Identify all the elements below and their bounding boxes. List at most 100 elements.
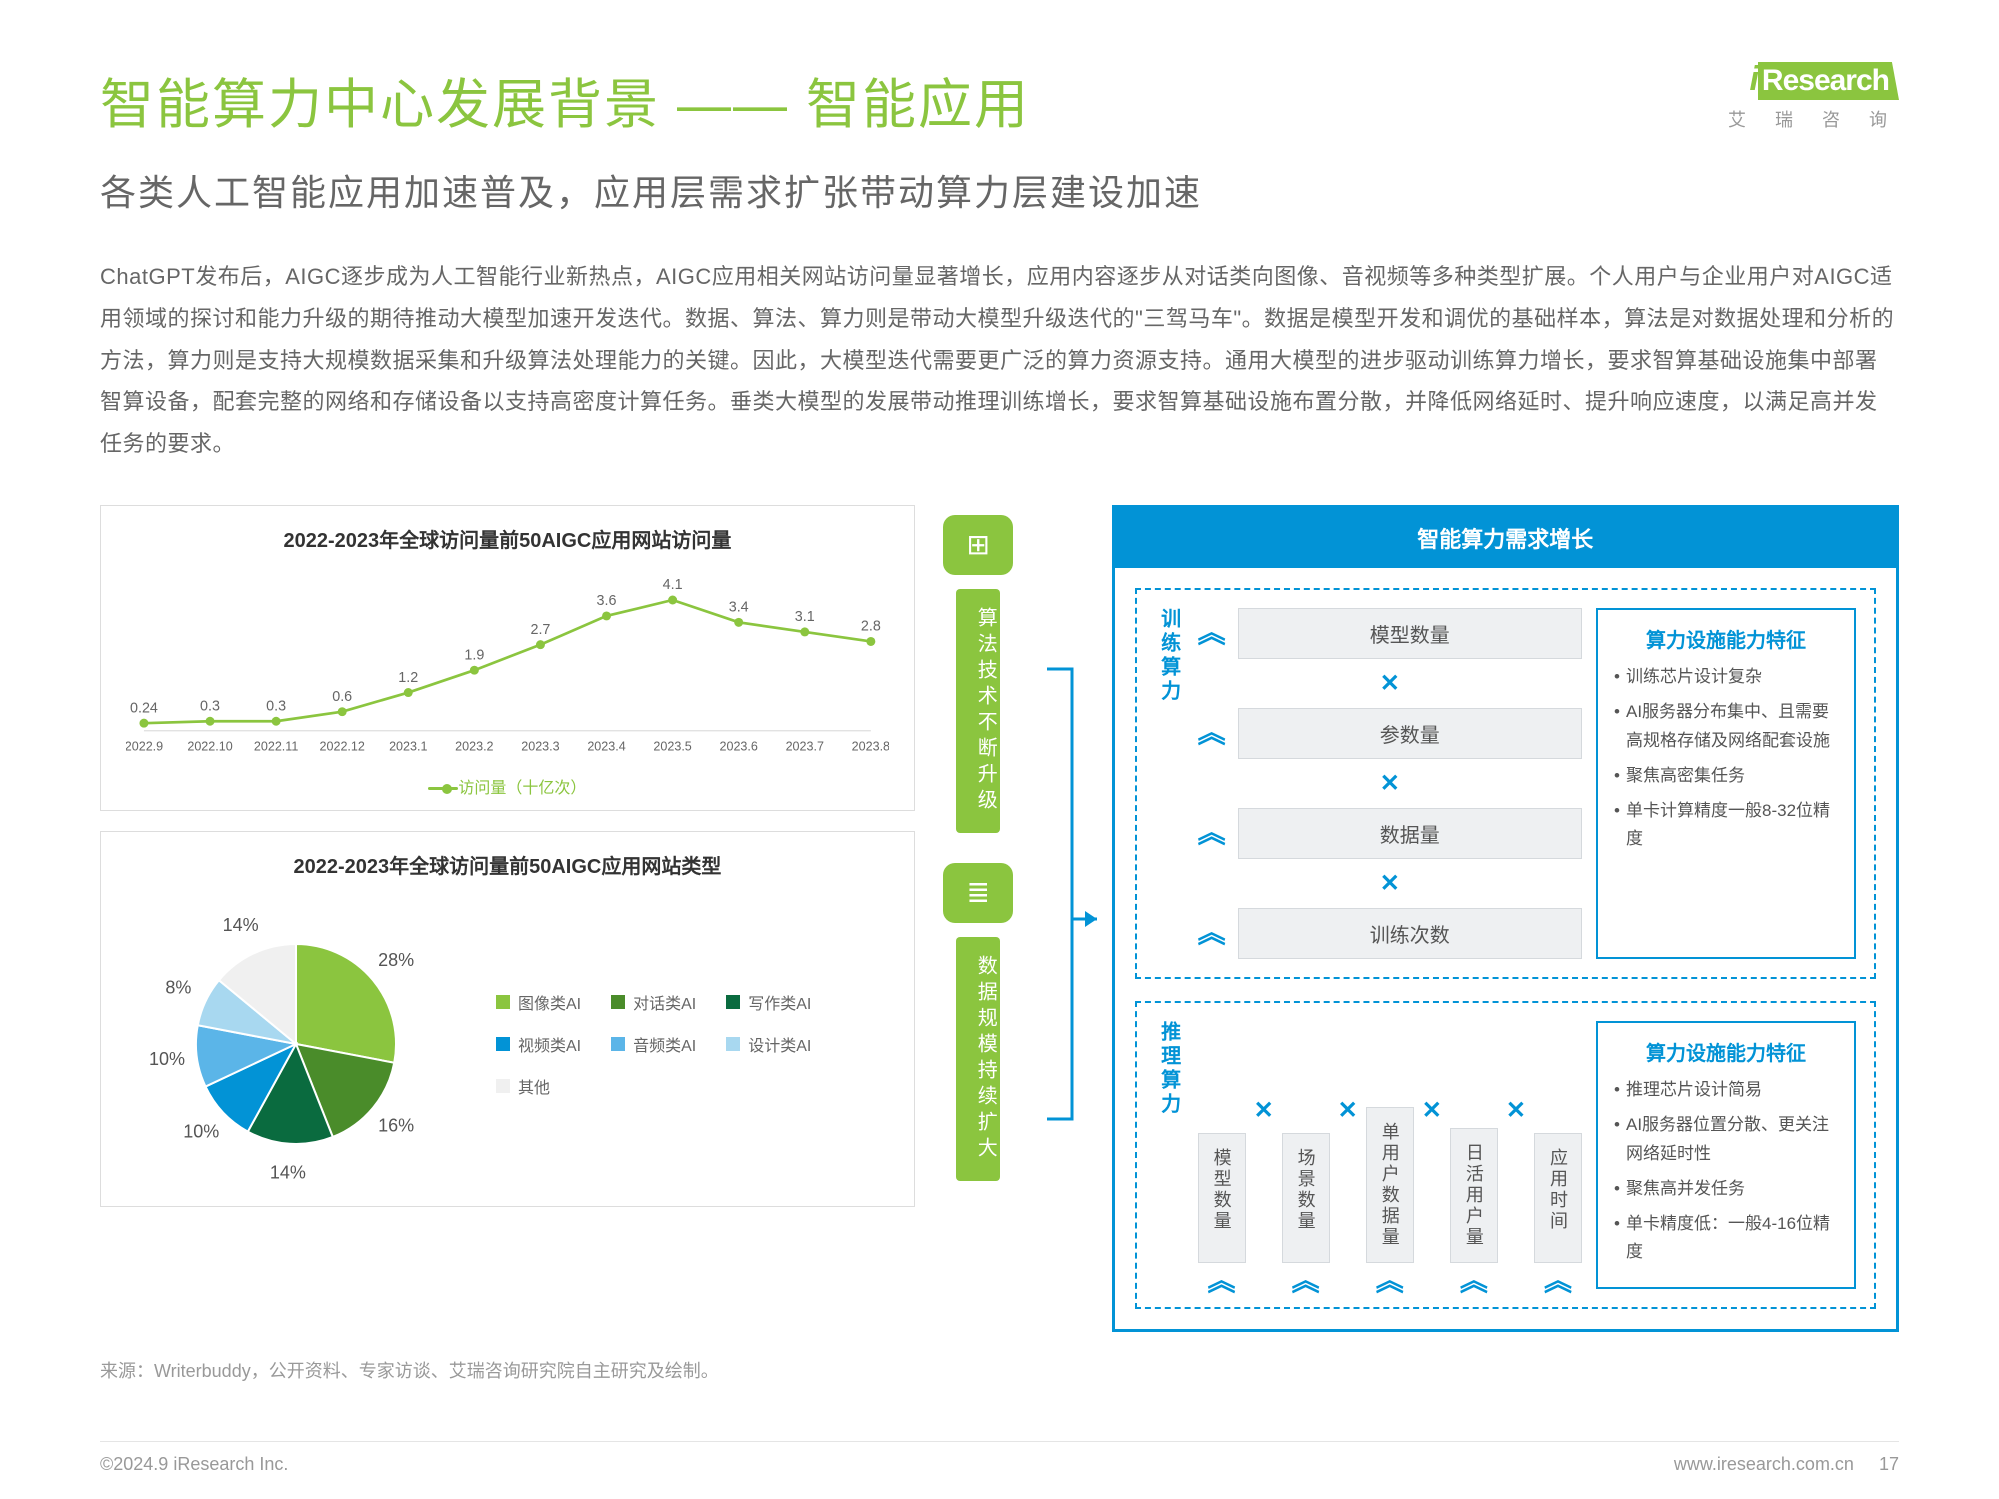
svg-text:0.6: 0.6 bbox=[332, 689, 352, 705]
legend-item: 视频类AI bbox=[496, 1032, 581, 1056]
attr-item: 聚焦高密集任务 bbox=[1614, 762, 1838, 791]
attr-item: 推理芯片设计简易 bbox=[1614, 1076, 1838, 1105]
chevron-up-icon: ︽ bbox=[1544, 1273, 1572, 1290]
legend-item: 其他 bbox=[496, 1074, 581, 1098]
multiply-icon: ✕ bbox=[1380, 869, 1400, 898]
brand-logo: iResearch 艾 瑞 咨 询 bbox=[1728, 60, 1899, 132]
svg-text:2022.12: 2022.12 bbox=[320, 740, 365, 754]
factor-tag: 应用时间 bbox=[1534, 1133, 1582, 1263]
charts-column: 2022-2023年全球访问量前50AIGC应用网站访问量 0.24 2022.9… bbox=[100, 505, 915, 1332]
svg-text:2022.10: 2022.10 bbox=[187, 740, 232, 754]
chevron-up-icon: ︽ bbox=[1198, 725, 1226, 742]
svg-text:2023.8: 2023.8 bbox=[852, 740, 889, 754]
attr-item: 单卡精度低：一般4-16位精度 bbox=[1614, 1210, 1838, 1268]
factor-tag: 模型数量 bbox=[1198, 1133, 1246, 1263]
multiply-icon: ✕ bbox=[1380, 669, 1400, 698]
multiply-icon: ✕ bbox=[1254, 1096, 1274, 1215]
svg-text:2022.9: 2022.9 bbox=[126, 740, 163, 754]
page-number: 17 bbox=[1879, 1454, 1899, 1474]
data-scale-label: 数据规模持续扩大 bbox=[956, 937, 1000, 1181]
chevron-up-icon: ︽ bbox=[1198, 925, 1226, 942]
svg-text:16%: 16% bbox=[378, 1116, 414, 1136]
attr-item: 单卡计算精度一般8-32位精度 bbox=[1614, 797, 1838, 855]
algorithm-upgrade-label: 算法技术不断升级 bbox=[956, 589, 1000, 833]
page-subtitle: 各类人工智能应用加速普及，应用层需求扩张带动算力层建设加速 bbox=[100, 164, 1899, 216]
svg-text:2.7: 2.7 bbox=[530, 622, 550, 638]
svg-text:2023.1: 2023.1 bbox=[389, 740, 427, 754]
line-chart-legend: 访问量（十亿次） bbox=[126, 774, 889, 798]
svg-text:1.9: 1.9 bbox=[464, 647, 484, 663]
multiply-icon: ✕ bbox=[1380, 769, 1400, 798]
factor-tag: 场景数量 bbox=[1282, 1133, 1330, 1263]
inference-factors: 模型数量︽✕场景数量︽✕单用户数据量︽✕日活用户量︽✕应用时间︽ bbox=[1198, 1021, 1582, 1289]
svg-text:8%: 8% bbox=[165, 977, 191, 997]
chevron-up-icon: ︽ bbox=[1198, 625, 1226, 642]
source-note: 来源：Writerbuddy，公开资料、专家访谈、艾瑞咨询研究院自主研究及绘制。 bbox=[100, 1357, 1899, 1383]
middle-drivers: ⊞ 算法技术不断升级 ≣ 数据规模持续扩大 bbox=[915, 505, 1042, 1332]
multiply-icon: ✕ bbox=[1422, 1096, 1442, 1215]
inference-compute-box: 推理算力 模型数量︽✕场景数量︽✕单用户数据量︽✕日活用户量︽✕应用时间︽ 算力… bbox=[1135, 1001, 1876, 1309]
panel-header: 智能算力需求增长 bbox=[1115, 508, 1896, 568]
svg-text:2022.11: 2022.11 bbox=[254, 740, 298, 754]
pie-chart-container: 2022-2023年全球访问量前50AIGC应用网站类型 28%16%14%10… bbox=[100, 831, 915, 1207]
legend-item: 对话类AI bbox=[611, 990, 696, 1014]
multiply-icon: ✕ bbox=[1506, 1096, 1526, 1215]
legend-item: 设计类AI bbox=[726, 1032, 811, 1056]
training-attr-title: 算力设施能力特征 bbox=[1614, 624, 1838, 653]
svg-text:0.24: 0.24 bbox=[130, 700, 158, 716]
multiply-icon: ✕ bbox=[1338, 1096, 1358, 1215]
inference-attr-title: 算力设施能力特征 bbox=[1614, 1037, 1838, 1066]
calculator-icon: ⊞ bbox=[943, 515, 1013, 575]
attr-item: 训练芯片设计复杂 bbox=[1614, 663, 1838, 692]
svg-text:14%: 14% bbox=[223, 915, 259, 935]
factor-tag: 训练次数 bbox=[1238, 908, 1582, 959]
svg-text:0.3: 0.3 bbox=[200, 698, 220, 714]
chevron-up-icon: ︽ bbox=[1460, 1273, 1488, 1290]
attr-item: AI服务器位置分散、更关注网络延时性 bbox=[1614, 1111, 1838, 1169]
body-paragraph: ChatGPT发布后，AIGC逐步成为人工智能行业新热点，AIGC应用相关网站访… bbox=[100, 256, 1899, 465]
logo-text: Research bbox=[1758, 62, 1899, 100]
factor-tag: 参数量 bbox=[1238, 708, 1582, 759]
pie-chart: 28%16%14%10%10%8%14% bbox=[126, 894, 466, 1194]
inference-attributes: 算力设施能力特征 推理芯片设计简易 AI服务器位置分散、更关注网络延时性聚焦高并发… bbox=[1596, 1021, 1856, 1289]
attr-item: AI服务器分布集中、且需要高规格存储及网络配套设施 bbox=[1614, 698, 1838, 756]
svg-text:2023.2: 2023.2 bbox=[455, 740, 493, 754]
training-side-label: 训练算力 bbox=[1155, 608, 1184, 959]
svg-text:10%: 10% bbox=[149, 1049, 185, 1069]
svg-text:2.8: 2.8 bbox=[861, 619, 881, 635]
legend-item: 写作类AI bbox=[726, 990, 811, 1014]
svg-text:4.1: 4.1 bbox=[663, 577, 683, 593]
chevron-up-icon: ︽ bbox=[1198, 825, 1226, 842]
svg-text:10%: 10% bbox=[183, 1122, 219, 1142]
attr-item: 聚焦高并发任务 bbox=[1614, 1175, 1838, 1204]
svg-text:0.3: 0.3 bbox=[266, 698, 286, 714]
pie-chart-legend: 图像类AI对话类AI写作类AI视频类AI音频类AI设计类AI其他 bbox=[496, 990, 811, 1098]
flow-arrow bbox=[1042, 505, 1112, 1332]
logo-prefix: i bbox=[1749, 60, 1757, 98]
pie-chart-title: 2022-2023年全球访问量前50AIGC应用网站类型 bbox=[126, 850, 889, 879]
page-title: 智能算力中心发展背景 —— 智能应用 bbox=[100, 60, 1030, 139]
training-compute-box: 训练算力 ︽模型数量✕︽参数量✕︽数据量✕︽训练次数 算力设施能力特征 训练芯片… bbox=[1135, 588, 1876, 979]
line-chart-title: 2022-2023年全球访问量前50AIGC应用网站访问量 bbox=[126, 524, 889, 553]
line-chart: 0.24 2022.9 0.3 2022.10 0.3 2022.11 0.6 2022.12… bbox=[126, 568, 889, 768]
inference-side-label: 推理算力 bbox=[1155, 1021, 1184, 1289]
chevron-up-icon: ︽ bbox=[1292, 1273, 1320, 1290]
legend-item: 音频类AI bbox=[611, 1032, 696, 1056]
training-attributes: 算力设施能力特征 训练芯片设计复杂 AI服务器分布集中、且需要高规格存储及网络配套… bbox=[1596, 608, 1856, 959]
footer-url: www.iresearch.com.cn bbox=[1674, 1454, 1854, 1474]
header: 智能算力中心发展背景 —— 智能应用 iResearch 艾 瑞 咨 询 bbox=[100, 60, 1899, 139]
svg-text:1.2: 1.2 bbox=[398, 670, 418, 686]
svg-text:14%: 14% bbox=[270, 1162, 306, 1182]
chevron-up-icon: ︽ bbox=[1208, 1273, 1236, 1290]
factor-tag: 单用户数据量 bbox=[1366, 1107, 1414, 1263]
compute-demand-panel: 智能算力需求增长 训练算力 ︽模型数量✕︽参数量✕︽数据量✕︽训练次数 算力设施… bbox=[1112, 505, 1899, 1332]
svg-text:3.6: 3.6 bbox=[597, 593, 617, 609]
line-chart-container: 2022-2023年全球访问量前50AIGC应用网站访问量 0.24 2022.9… bbox=[100, 505, 915, 811]
copyright: ©2024.9 iResearch Inc. bbox=[100, 1454, 288, 1475]
factor-tag: 模型数量 bbox=[1238, 608, 1582, 659]
factor-tag: 日活用户量 bbox=[1450, 1128, 1498, 1263]
training-factors: ︽模型数量✕︽参数量✕︽数据量✕︽训练次数 bbox=[1198, 608, 1582, 959]
svg-text:2023.7: 2023.7 bbox=[786, 740, 824, 754]
svg-text:3.4: 3.4 bbox=[729, 600, 749, 616]
database-icon: ≣ bbox=[943, 863, 1013, 923]
